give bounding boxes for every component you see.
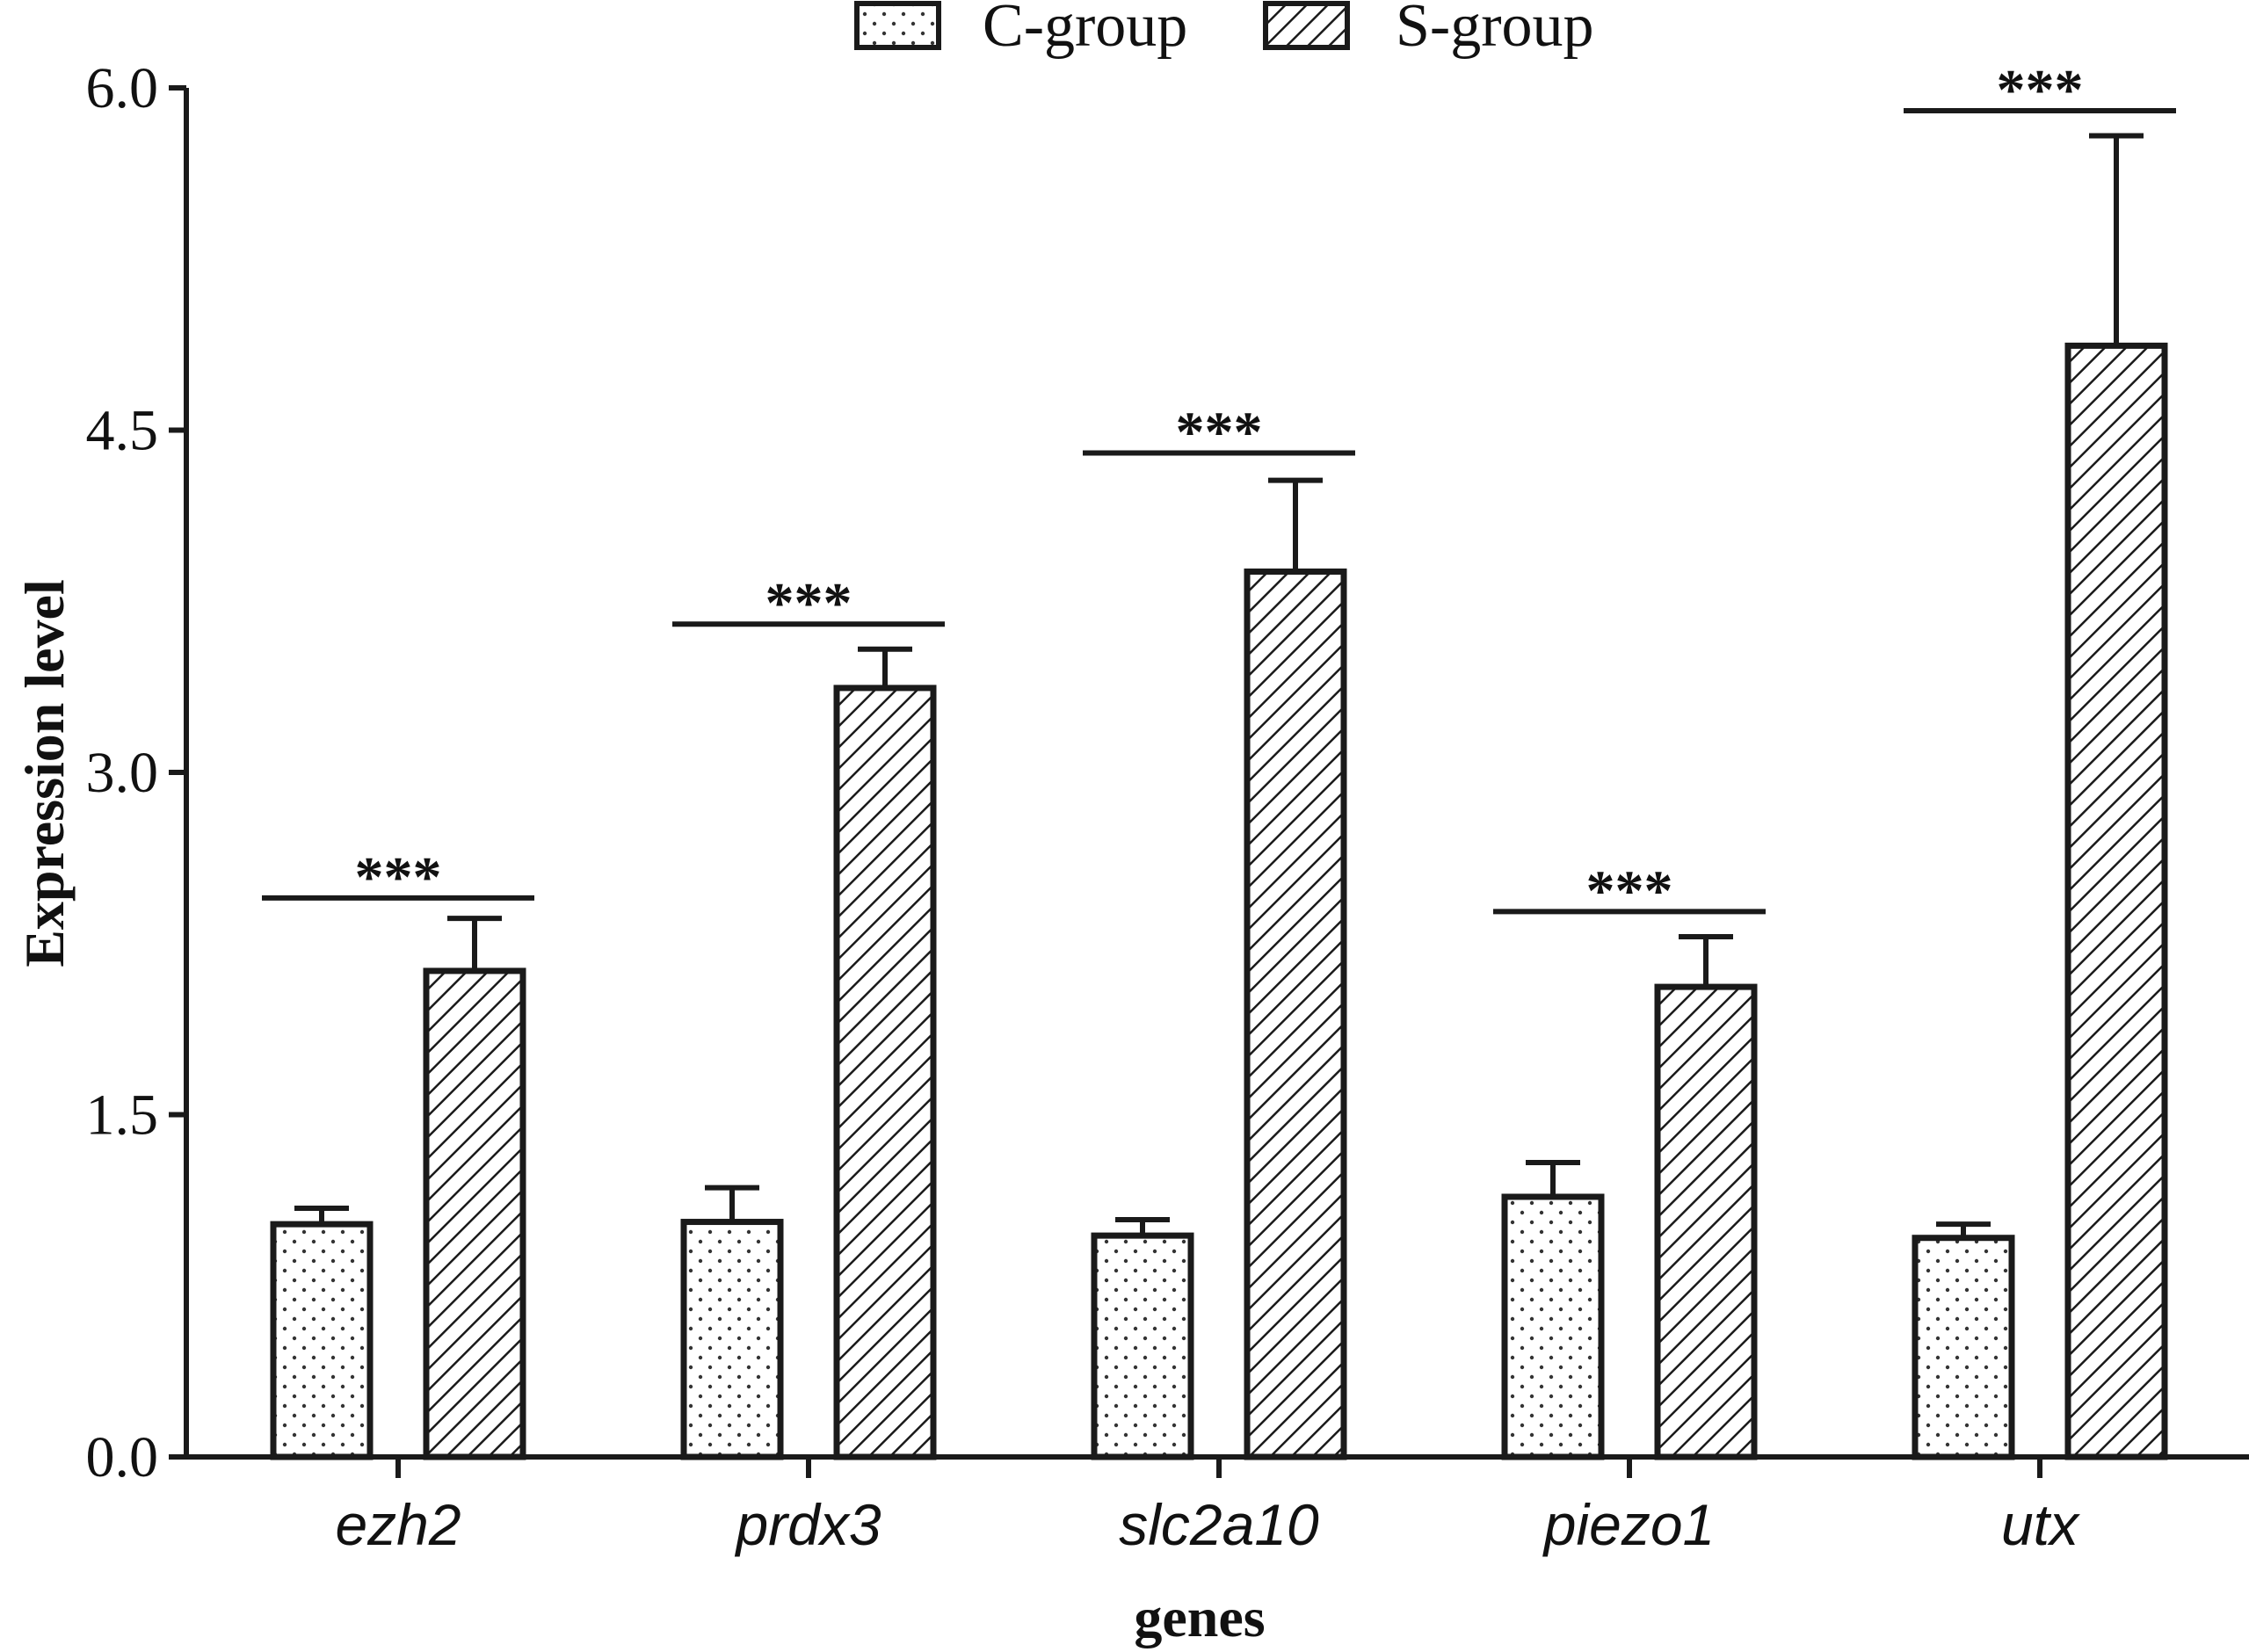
significance-markers: *** *** *** *** *** — [262, 58, 2176, 923]
bars — [270, 133, 2168, 1460]
significance-label-piezo1: *** — [1586, 859, 1673, 923]
legend-label-c-group: C-group — [983, 0, 1187, 60]
bar-c-group-prdx3 — [680, 1219, 784, 1460]
significance-label-ezh2: *** — [355, 845, 442, 909]
legend-swatch-c-group — [854, 1, 941, 50]
x-tick-label-slc2a10: slc2a10 — [1119, 1492, 1319, 1557]
bar-s-group-prdx3 — [833, 685, 937, 1460]
bar-s-group-piezo1 — [1654, 983, 1758, 1460]
y-tick-label-3: 4.5 — [86, 399, 159, 463]
x-tick-label-ezh2: ezh2 — [335, 1492, 461, 1557]
x-tick-label-prdx3: prdx3 — [734, 1492, 881, 1557]
y-axis-title: Expression level — [13, 579, 76, 967]
x-tick-label-piezo1: piezo1 — [1542, 1492, 1716, 1557]
significance-label-utx: *** — [1997, 58, 2084, 122]
bar-c-group-slc2a10 — [1091, 1232, 1194, 1460]
bar-c-group-piezo1 — [1501, 1193, 1605, 1460]
legend-label-s-group: S-group — [1396, 0, 1594, 60]
y-tick-label-0: 0.0 — [86, 1425, 159, 1489]
y-tick-label-4: 6.0 — [86, 56, 159, 120]
y-tick-label-2: 3.0 — [86, 741, 159, 805]
bar-s-group-utx — [2064, 342, 2168, 1460]
bar-s-group-ezh2 — [423, 967, 526, 1460]
significance-label-slc2a10: *** — [1176, 400, 1263, 464]
bar-c-group-ezh2 — [270, 1221, 374, 1460]
y-tick-label-1: 1.5 — [86, 1083, 159, 1148]
x-ticks: ezh2 prdx3 slc2a10 piezo1 utx — [335, 1457, 2080, 1557]
bar-c-group-utx — [1912, 1235, 2015, 1460]
legend-swatch-s-group — [1263, 1, 1350, 50]
y-ticks: 0.0 1.5 3.0 4.5 6.0 — [86, 56, 186, 1489]
bar-s-group-slc2a10 — [1244, 568, 1347, 1460]
x-axis-title: genes — [1134, 1586, 1265, 1648]
x-tick-label-utx: utx — [2001, 1492, 2080, 1557]
significance-label-prdx3: *** — [765, 571, 852, 635]
legend: C-group S-group — [854, 0, 1594, 60]
